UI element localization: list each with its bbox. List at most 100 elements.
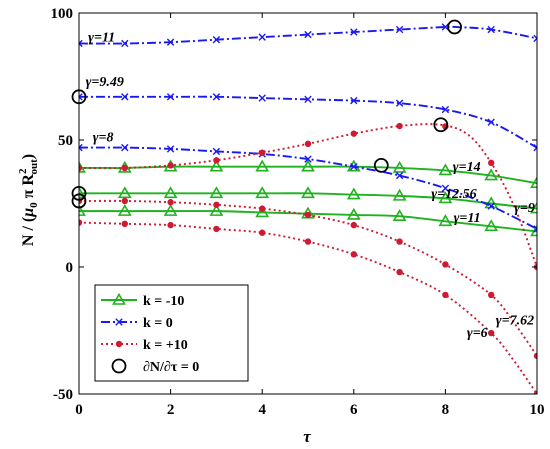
series-marker-k_plus10-gamma-7.62 xyxy=(167,199,174,206)
series-marker-k_zero-gamma-8 xyxy=(212,147,221,156)
series-marker-k_minus10-gamma-12.56 xyxy=(79,186,86,199)
series-marker-k_zero-gamma-11 xyxy=(258,33,266,41)
series-marker-k_plus10-gamma-6 xyxy=(304,238,312,245)
extrema-marker xyxy=(447,19,462,35)
legend: k = -10 k = 0 k = +10 ∂N/∂τ = 0 xyxy=(94,284,249,382)
series-marker-k_minus10-gamma-14 xyxy=(301,159,315,172)
series-line-k_zero-gamma-9.49 xyxy=(79,95,537,149)
legend-label-k_zero: k = 0 xyxy=(143,316,173,331)
series-marker-k_plus10-gamma-9 xyxy=(488,159,495,167)
series-marker-k_plus10-gamma-7.62 xyxy=(350,221,357,229)
series-marker-k_plus10-gamma-7.62 xyxy=(396,238,403,245)
series-marker-k_plus10-gamma-6 xyxy=(396,268,403,276)
series-marker-k_zero-gamma-8 xyxy=(121,143,129,152)
series-marker-k_zero-gamma-9.49 xyxy=(121,93,129,101)
series-marker-k_zero-gamma-8 xyxy=(441,184,450,192)
series-marker-k_plus10-gamma-6 xyxy=(533,390,537,394)
y-tick-label: -50 xyxy=(53,387,73,403)
y-axis-label-r-sup: 2 xyxy=(17,168,29,174)
gamma-label-k_plus10-7.62: γ=7.62 xyxy=(496,314,534,329)
series-marker-k_zero-gamma-11 xyxy=(166,38,175,46)
series-marker-k_minus10-gamma-14 xyxy=(530,176,537,188)
series-marker-k_minus10-gamma-14 xyxy=(438,163,453,176)
legend-marker-extrema xyxy=(111,358,127,374)
axes-box xyxy=(78,12,538,395)
series-marker-k_plus10-gamma-9 xyxy=(350,130,357,137)
plot-area: γ=14 γ=12.56 γ=11 γ=11 γ=9.49 γ=8 γ=9 γ=7.62 γ=6… xyxy=(51,6,545,418)
series-marker-k_minus10-gamma-14 xyxy=(255,159,270,172)
y-tick-label: 100 xyxy=(51,6,74,22)
series-marker-k_plus10-gamma-6 xyxy=(167,221,174,229)
y-axis-label-pi: π R xyxy=(20,174,37,203)
series-marker-k_zero-gamma-9.49 xyxy=(533,143,537,152)
series-marker-k_plus10-gamma-7.62 xyxy=(533,352,537,360)
series-marker-k_plus10-gamma-7.62 xyxy=(259,205,266,212)
gamma-label-k_plus10-6: γ=6 xyxy=(467,326,488,341)
series-marker-k_plus10-gamma-7.62 xyxy=(121,197,128,205)
x-axis-label: τ xyxy=(303,427,311,446)
series-marker-k_minus10-gamma-11 xyxy=(346,207,361,220)
series-marker-k_zero-gamma-11 xyxy=(533,34,537,43)
series-marker-k_zero-gamma-11 xyxy=(395,25,404,34)
series-marker-k_minus10-gamma-14 xyxy=(209,159,224,172)
extrema-marker xyxy=(373,157,389,173)
series-marker-k_zero-gamma-11 xyxy=(487,25,495,34)
series-marker-k_zero-gamma-8 xyxy=(79,143,83,152)
legend-box xyxy=(94,284,249,382)
series-marker-k_minus10-gamma-12.56 xyxy=(255,186,270,199)
series-marker-k_zero-gamma-9.49 xyxy=(258,94,266,102)
x-tick-label: 8 xyxy=(442,402,450,418)
y-axis-label: N / (μ0 π R2out) xyxy=(17,154,40,246)
gamma-label-k_plus10-9: γ=9 xyxy=(514,201,535,216)
series-marker-k_minus10-gamma-12.56 xyxy=(346,187,361,200)
series-marker-k_zero-gamma-9.49 xyxy=(441,105,450,114)
series-marker-k_minus10-gamma-14 xyxy=(484,168,499,181)
series-marker-k_minus10-gamma-12.56 xyxy=(163,186,178,199)
series-marker-k_zero-gamma-9.49 xyxy=(487,118,495,126)
series-marker-k_minus10-gamma-11 xyxy=(117,204,132,216)
series-marker-k_zero-gamma-9.49 xyxy=(350,96,358,105)
series-marker-k_plus10-gamma-6 xyxy=(121,220,128,228)
series-marker-k_minus10-gamma-11 xyxy=(163,204,178,216)
legend-label-k_plus10: k = +10 xyxy=(143,338,188,353)
series-marker-k_zero-gamma-11 xyxy=(79,39,83,48)
series-marker-k_zero-gamma-9.49 xyxy=(212,93,221,101)
series-marker-k_zero-gamma-8 xyxy=(533,225,537,233)
svg-text:N / (μ0 π R2out): N / (μ0 π R2out) xyxy=(17,154,40,246)
series-line-k_plus10-gamma-6 xyxy=(79,221,537,394)
y-axis-label-prefix: N / ( xyxy=(20,217,37,246)
series-marker-k_plus10-gamma-7.62 xyxy=(442,261,449,268)
series-marker-k_zero-gamma-11 xyxy=(121,39,129,48)
legend-label-extrema: ∂N/∂τ = 0 xyxy=(143,360,199,375)
curves xyxy=(79,23,537,394)
gamma-label-k_minus10-11: γ=11 xyxy=(454,211,481,226)
series-marker-k_plus10-gamma-7.62 xyxy=(488,291,495,299)
series-marker-k_minus10-gamma-12.56 xyxy=(209,186,224,199)
series-marker-k_zero-gamma-8 xyxy=(166,145,175,153)
series-marker-k_plus10-gamma-6 xyxy=(350,251,357,258)
series-marker-k_plus10-gamma-9 xyxy=(213,157,220,164)
x-tick-label: 2 xyxy=(167,402,175,418)
series-marker-k_zero-gamma-9.49 xyxy=(166,93,175,101)
legend-marker-k_zero xyxy=(115,318,123,326)
series-marker-k_minus10-gamma-12.56 xyxy=(392,188,407,201)
series-marker-k_zero-gamma-11 xyxy=(350,28,358,36)
series-marker-k_plus10-gamma-7.62 xyxy=(213,201,220,208)
x-tick-label: 0 xyxy=(75,402,83,418)
x-tick-label: 10 xyxy=(530,402,545,418)
series-marker-k_plus10-gamma-7.62 xyxy=(304,211,312,219)
series-marker-k_plus10-gamma-6 xyxy=(259,229,266,236)
gamma-label-k_minus10-12.56: γ=12.56 xyxy=(431,187,476,202)
series-marker-k_plus10-gamma-9 xyxy=(304,140,312,148)
legend-marker-k_minus10 xyxy=(112,292,126,305)
series-marker-k_zero-gamma-11 xyxy=(212,35,221,44)
series-marker-k_plus10-gamma-6 xyxy=(488,329,495,337)
gamma-label-k_minus10-14: γ=14 xyxy=(453,160,481,175)
series-marker-k_plus10-gamma-9 xyxy=(79,164,83,172)
series-marker-k_minus10-gamma-14 xyxy=(392,160,407,173)
y-axis-label-mu: μ xyxy=(20,208,37,218)
gamma-label-k_zero-11: γ=11 xyxy=(88,30,115,45)
gamma-label-k_zero-8: γ=8 xyxy=(93,131,114,146)
series-marker-k_zero-gamma-8 xyxy=(350,162,358,171)
series-marker-k_plus10-gamma-9 xyxy=(396,122,403,130)
